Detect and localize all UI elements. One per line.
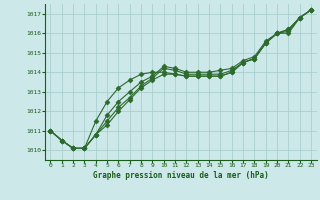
X-axis label: Graphe pression niveau de la mer (hPa): Graphe pression niveau de la mer (hPa)	[93, 171, 269, 180]
